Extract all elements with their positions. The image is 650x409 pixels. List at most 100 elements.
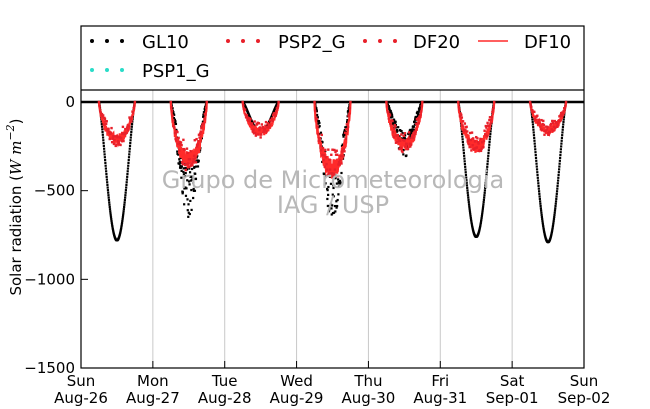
series-df20-point	[336, 174, 340, 178]
series-gl10-point	[129, 136, 132, 139]
series-gl10-point	[488, 140, 491, 144]
series-gl10-point	[470, 220, 473, 223]
series-df20-point	[483, 133, 487, 136]
series-df20-point	[460, 113, 463, 117]
series-gl10-point	[553, 209, 557, 212]
series-df20-point	[459, 112, 462, 115]
series-gl10-point	[541, 217, 544, 220]
series-gl10-point	[479, 223, 482, 226]
series-df20-point	[414, 130, 417, 133]
series-df20-point	[491, 110, 494, 114]
series-df20-point	[119, 136, 123, 140]
series-gl10-point	[465, 176, 468, 179]
series-gl10-point	[327, 193, 330, 197]
series-gl10-point	[189, 199, 192, 203]
series-gl10-point	[100, 125, 104, 128]
series-gl10-point	[412, 125, 415, 128]
series-gl10-point	[338, 179, 342, 182]
series-gl10-point	[203, 111, 206, 114]
series-df20-point	[529, 103, 532, 106]
series-df20-point	[184, 168, 187, 172]
series-df20-point	[392, 127, 396, 130]
series-df20-point	[482, 145, 485, 149]
series-gl10-point	[460, 130, 463, 133]
series-gl10-point	[470, 223, 473, 226]
series-df20-point	[466, 140, 470, 143]
series-gl10-point	[106, 181, 109, 184]
series-gl10-point	[326, 187, 329, 191]
series-gl10-point	[479, 220, 483, 223]
series-gl10-point	[334, 210, 337, 213]
series-df20-point	[537, 118, 541, 122]
legend-item: DF20	[363, 32, 460, 53]
series-df20-point	[342, 147, 346, 151]
series-df20-point	[131, 111, 135, 114]
series-df20-point	[562, 109, 565, 113]
series-gl10-point	[538, 197, 541, 200]
series-gl10-point	[120, 221, 124, 224]
series-df20-point	[345, 123, 349, 126]
series-gl10-point	[468, 209, 471, 212]
series-gl10-point	[461, 138, 464, 141]
series-df20-point	[403, 139, 406, 142]
series-gl10-point	[343, 129, 346, 132]
series-gl10-point	[482, 201, 485, 204]
series-gl10-point	[111, 224, 114, 228]
series-df20-point	[418, 115, 422, 118]
series-gl10-point	[109, 212, 112, 215]
series-df20-point	[547, 133, 550, 137]
series-df20-point	[339, 158, 342, 162]
series-gl10-point	[318, 125, 321, 128]
series-gl10-point	[335, 200, 338, 203]
series-df20-point	[416, 117, 420, 120]
series-gl10-point	[327, 185, 330, 189]
series-df20-point	[191, 163, 194, 167]
series-df20-point	[457, 100, 460, 104]
series-df20-point	[324, 156, 328, 159]
series-gl10-point	[413, 123, 416, 126]
series-gl10-point	[332, 195, 335, 198]
series-gl10-point	[550, 232, 553, 235]
series-gl10-point	[191, 178, 194, 181]
series-gl10-point	[562, 118, 565, 121]
series-gl10-point	[323, 174, 327, 177]
series-gl10-point	[535, 168, 539, 171]
series-gl10-point	[342, 135, 345, 138]
series-gl10-point	[559, 156, 562, 160]
series-gl10-point	[536, 176, 539, 179]
series-gl10-point	[562, 115, 566, 119]
series-df20-point	[323, 165, 326, 168]
series-df20-point	[393, 124, 396, 127]
series-df20-point	[564, 104, 567, 108]
series-df20-point	[319, 149, 323, 152]
series-df20-point	[105, 120, 108, 123]
series-df20-point	[102, 123, 105, 126]
series-df20-point	[386, 110, 390, 114]
series-df20-point	[331, 174, 335, 178]
x-tick-label-weekday: Sat	[500, 372, 525, 390]
series-gl10-point	[337, 180, 340, 184]
series-gl10-point	[180, 176, 183, 179]
series-df20-point	[564, 100, 568, 104]
series-gl10-point	[413, 128, 416, 131]
series-df20-point	[193, 138, 196, 142]
series-df20-point	[276, 104, 280, 108]
series-gl10-point	[550, 234, 553, 237]
series-gl10-point	[487, 151, 490, 155]
series-gl10-point	[531, 115, 534, 119]
series-gl10-point	[485, 171, 488, 174]
series-gl10-point	[326, 197, 329, 201]
series-gl10-point	[464, 168, 467, 171]
series-df20-point	[115, 143, 118, 146]
legend-label: PSP2_G	[278, 32, 346, 53]
series-gl10-point	[542, 224, 545, 228]
series-df20-point	[112, 134, 115, 138]
y-tick-label: −1500	[24, 359, 75, 377]
series-df20-point	[127, 125, 131, 128]
series-gl10-point	[188, 167, 191, 170]
series-df20-point	[128, 116, 131, 119]
series-gl10-point	[202, 115, 205, 118]
series-gl10-point	[127, 158, 130, 162]
plot-frame	[80, 25, 585, 369]
series-df20-point	[469, 131, 472, 135]
